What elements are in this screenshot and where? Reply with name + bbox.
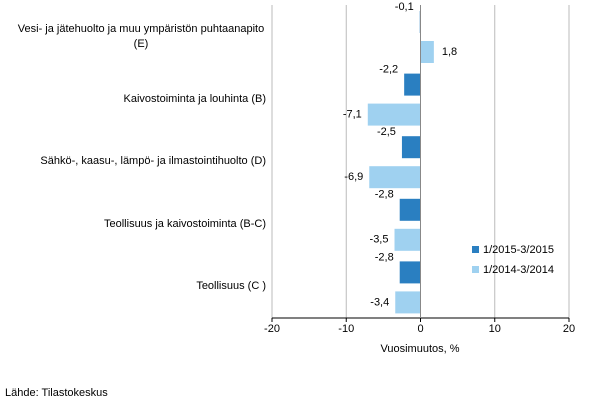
bar [404, 73, 421, 96]
value-label: -3,5 [370, 234, 389, 246]
x-axis-label: Vuosimuutos, % [380, 343, 459, 355]
legend-label: 1/2014-3/2014 [483, 264, 554, 276]
legend-swatch [472, 246, 479, 253]
x-tick-label: 20 [563, 323, 575, 335]
bar [399, 261, 421, 284]
value-label: -7,1 [343, 109, 362, 121]
bar [369, 166, 421, 189]
y-tick-label: Teollisuus (C ) [196, 280, 266, 293]
y-tick-label: Kaivostoiminta ja louhinta (B) [123, 92, 266, 105]
bar [395, 291, 421, 314]
bar [399, 198, 421, 221]
legend-swatch [472, 266, 479, 273]
y-tick-label: Teollisuus ja kaivostoiminta (B-C) [104, 217, 266, 230]
value-label: -2,2 [379, 64, 398, 76]
bar [420, 41, 434, 63]
x-tick-label: -20 [264, 323, 280, 335]
source: Lähde: Tilastokeskus [5, 387, 108, 399]
x-tick-label: 0 [417, 323, 423, 335]
value-label: -0,1 [395, 1, 414, 13]
value-label: -6,9 [344, 171, 363, 183]
legend-label: 1/2015-3/2015 [483, 244, 554, 256]
value-label: -2,8 [375, 251, 394, 263]
x-tick-label: 10 [489, 323, 501, 335]
value-label: -2,5 [377, 126, 396, 138]
x-tick-label: -10 [338, 323, 354, 335]
y-tick-label: Sähkö-, kaasu-, lämpö- ja ilmastointihuo… [40, 155, 266, 168]
value-label: 1,8 [442, 46, 457, 58]
y-tick-label: Vesi- ja jätehuolto ja muu ympäristön pu… [17, 23, 265, 50]
value-label: -3,4 [370, 296, 389, 308]
value-label: -2,8 [375, 189, 394, 201]
bar [367, 103, 421, 126]
bar [394, 228, 421, 251]
bar [401, 136, 421, 159]
